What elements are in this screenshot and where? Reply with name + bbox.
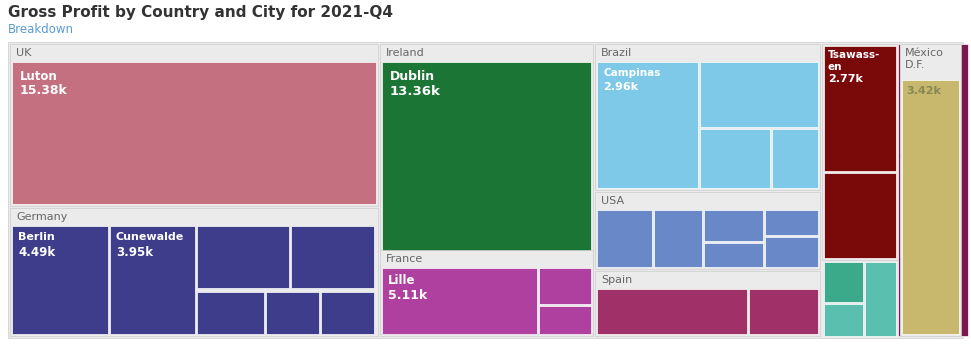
Text: Tsawass-
en: Tsawass- en	[828, 50, 881, 72]
Bar	[197, 226, 289, 288]
Bar	[700, 129, 770, 188]
Text: Berlin: Berlin	[18, 232, 54, 242]
Bar	[824, 262, 863, 302]
Text: 3.95k: 3.95k	[116, 246, 153, 259]
Bar	[824, 304, 863, 336]
Bar	[938, 44, 966, 336]
Bar	[382, 268, 537, 334]
Bar	[597, 289, 747, 334]
Bar	[380, 44, 593, 336]
Text: 13.36k: 13.36k	[390, 85, 441, 98]
Bar	[597, 62, 698, 188]
Bar	[8, 42, 963, 338]
Bar	[539, 268, 591, 304]
Bar	[110, 226, 195, 334]
Text: Cunewalde: Cunewalde	[116, 232, 184, 242]
Bar	[595, 192, 820, 269]
Text: 2.77k: 2.77k	[828, 74, 863, 84]
Text: Luton: Luton	[20, 70, 57, 83]
Text: México
D.F.: México D.F.	[905, 48, 944, 70]
Text: 4.49k: 4.49k	[18, 246, 55, 259]
Bar	[595, 271, 820, 336]
Bar	[765, 237, 818, 267]
Text: Lille: Lille	[388, 274, 416, 287]
Bar	[10, 44, 378, 206]
Bar	[382, 62, 591, 264]
Bar	[824, 46, 896, 171]
Bar	[539, 306, 591, 334]
Text: UK: UK	[16, 48, 31, 58]
Bar	[824, 173, 896, 258]
Text: Germany: Germany	[16, 212, 67, 222]
Text: Breakdown: Breakdown	[8, 23, 74, 36]
Bar	[380, 250, 593, 334]
Text: France: France	[386, 254, 423, 264]
Bar	[321, 292, 374, 334]
Bar	[704, 210, 763, 241]
Bar	[772, 129, 818, 188]
Bar	[10, 208, 378, 336]
Bar	[704, 243, 763, 267]
Bar	[749, 289, 818, 334]
Text: Spain: Spain	[601, 275, 632, 285]
Bar	[654, 210, 702, 267]
Text: Ireland: Ireland	[386, 48, 424, 58]
Bar	[900, 156, 936, 258]
Bar	[900, 44, 961, 336]
Bar	[597, 210, 652, 267]
Text: Brazil: Brazil	[601, 48, 632, 58]
Text: Dublin: Dublin	[390, 70, 435, 83]
Text: Campinas: Campinas	[603, 68, 660, 78]
Bar	[822, 44, 898, 260]
Bar	[291, 226, 374, 288]
Text: 5.11k: 5.11k	[388, 289, 427, 302]
Text: Gross Profit by Country and City for 2021-Q4: Gross Profit by Country and City for 202…	[8, 5, 393, 20]
Bar	[700, 62, 818, 127]
Bar	[595, 44, 820, 190]
Bar	[900, 260, 919, 336]
Bar	[12, 62, 376, 204]
Bar	[900, 44, 936, 154]
Bar	[902, 80, 959, 334]
Bar	[765, 210, 818, 235]
Bar	[266, 292, 319, 334]
Bar	[12, 226, 108, 334]
Bar	[197, 292, 264, 334]
Text: USA: USA	[601, 196, 624, 206]
Text: 3.42k: 3.42k	[906, 86, 941, 96]
Text: 2.96k: 2.96k	[603, 82, 638, 92]
Bar	[865, 262, 896, 336]
Bar	[898, 44, 968, 336]
Text: 15.38k: 15.38k	[20, 84, 68, 97]
Bar	[921, 260, 936, 336]
